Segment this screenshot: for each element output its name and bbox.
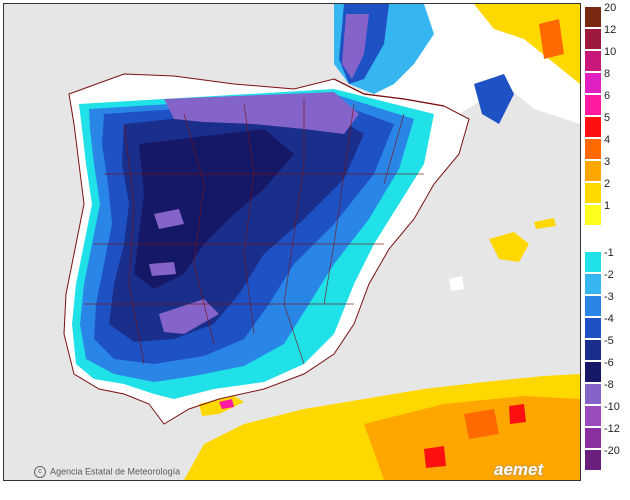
- balearic-ibiza: [449, 276, 464, 291]
- africa-hot-spot-2: [509, 404, 526, 424]
- east-coast-white: [349, 114, 469, 324]
- province-borders: [84, 99, 424, 365]
- legend-swatch-20: [584, 6, 602, 28]
- center-purple-patch-2: [159, 299, 219, 334]
- legend-swatch--8: [584, 383, 602, 405]
- legend-swatch--20: [584, 449, 602, 471]
- pyrenees-border: [333, 78, 445, 107]
- legend-swatch-2: [584, 182, 602, 204]
- legend-swatch-5: [584, 116, 602, 138]
- legend-label--12: -12: [604, 423, 620, 435]
- copyright-icon: c: [34, 466, 46, 478]
- balearic-mallorca: [489, 232, 529, 262]
- legend-swatch--4: [584, 317, 602, 339]
- south-coast-hot: [219, 399, 234, 409]
- center-purple-patch-1: [154, 209, 184, 229]
- legend-label-3: 3: [604, 156, 611, 168]
- iberia-extreme-cold: [134, 129, 294, 289]
- legend-swatch-1: [584, 204, 602, 226]
- legend-swatch--5: [584, 339, 602, 361]
- legend-swatch-3: [584, 160, 602, 182]
- legend-swatch--10: [584, 405, 602, 427]
- aemet-logo: aemet: [494, 460, 544, 479]
- legend-label-20: 20: [604, 2, 617, 14]
- legend-label--8: -8: [604, 379, 614, 391]
- legend-label-10: 10: [604, 46, 617, 58]
- legend-label--6: -6: [604, 357, 614, 369]
- legend-swatch-12: [584, 28, 602, 50]
- legend-swatch-8: [584, 72, 602, 94]
- france-purple-cold: [342, 14, 369, 79]
- legend-label-1: 1: [604, 200, 611, 212]
- legend-label--3: -3: [604, 291, 614, 303]
- legend-swatch-4: [584, 138, 602, 160]
- france-hot-spot: [539, 19, 564, 59]
- legend-swatch--2: [584, 273, 602, 295]
- legend-label-8: 8: [604, 68, 611, 80]
- lion-gulf-cold: [474, 74, 514, 124]
- legend-label--20: -20: [604, 445, 620, 457]
- legend-label--5: -5: [604, 335, 614, 347]
- legend-swatch--3: [584, 295, 602, 317]
- legend-label--1: -1: [604, 247, 614, 259]
- agency-credit: c Agencia Estatal de Meteorología: [34, 466, 180, 478]
- legend-label-12: 12: [604, 24, 617, 36]
- legend-label--2: -2: [604, 269, 614, 281]
- legend-swatch--12: [584, 427, 602, 449]
- legend-label-6: 6: [604, 90, 611, 102]
- agency-credit-text: Agencia Estatal de Meteorología: [50, 466, 181, 477]
- legend-label--10: -10: [604, 401, 620, 413]
- legend-label-4: 4: [604, 134, 611, 146]
- legend-swatch--6: [584, 361, 602, 383]
- legend-swatch--1: [584, 251, 602, 273]
- cantabrian-purple-band: [164, 92, 359, 134]
- legend-label--4: -4: [604, 313, 614, 325]
- legend-swatch-6: [584, 94, 602, 116]
- africa-hot-spot-1: [464, 409, 499, 439]
- balearic-menorca: [534, 218, 556, 229]
- legend-swatch-10: [584, 50, 602, 72]
- africa-hot-spot-3: [424, 446, 446, 468]
- center-purple-patch-3: [149, 262, 176, 276]
- color-legend: 20 12 10 8 6 5 4 3 2 1 -1 -2 -3 -4 -5 -6 -8 -10 -12 -20: [582, 2, 628, 480]
- map-area: c Agencia Estatal de Meteorología aemet: [3, 3, 581, 481]
- anomaly-map: [4, 4, 580, 480]
- legend-label-5: 5: [604, 112, 611, 124]
- legend-label-2: 2: [604, 178, 611, 190]
